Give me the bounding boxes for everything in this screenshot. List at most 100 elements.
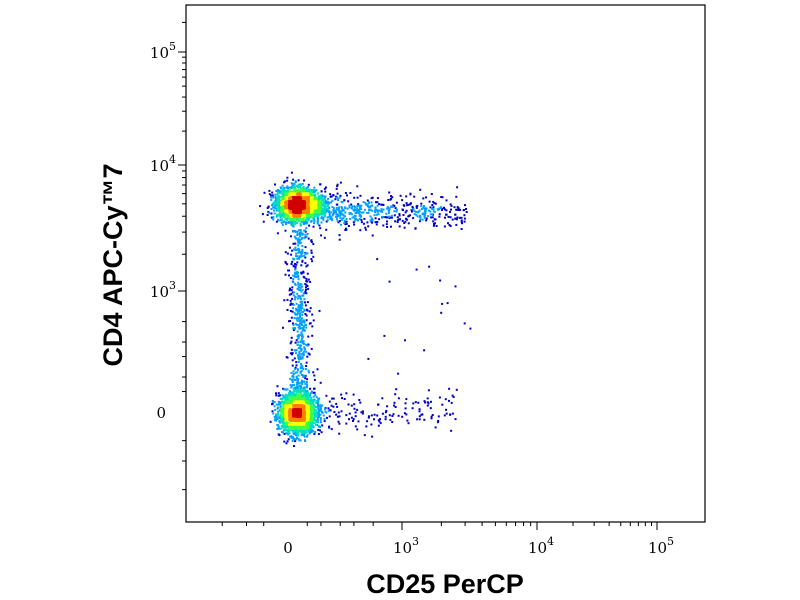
event-dot (311, 419, 314, 422)
event-dot (318, 201, 321, 204)
event-dot (299, 255, 302, 258)
event-dot (292, 329, 295, 332)
event-dot (410, 209, 413, 212)
event-dot (296, 230, 299, 233)
event-dot (379, 210, 382, 213)
event-dot (295, 433, 298, 435)
event-dot (460, 228, 463, 230)
event-dot (302, 326, 305, 329)
event-dot (354, 211, 357, 214)
event-dot (299, 389, 302, 391)
event-dot (313, 391, 316, 394)
event-dot (305, 265, 308, 268)
event-dot (295, 217, 298, 220)
event-dot (317, 403, 320, 406)
event-dot (406, 218, 409, 221)
event-dot (300, 370, 303, 372)
event-dot (304, 291, 307, 294)
event-dot (281, 400, 283, 403)
event-dot (316, 424, 319, 426)
event-dot (289, 303, 292, 306)
event-dot (327, 201, 330, 204)
event-dot (299, 229, 302, 232)
event-dot (359, 229, 362, 232)
event-dot (311, 407, 314, 410)
event-dot (281, 422, 284, 425)
event-dot (315, 412, 318, 415)
event-dot (299, 287, 302, 289)
event-dot (301, 340, 304, 343)
event-dot (386, 226, 389, 228)
event-dot (352, 420, 354, 422)
event-dot (311, 406, 314, 409)
event-dot (301, 422, 304, 425)
event-dot (322, 204, 324, 207)
event-dot (289, 342, 292, 345)
event-dot (284, 229, 287, 232)
event-dot (310, 206, 313, 209)
event-dot (303, 380, 306, 383)
event-dot (300, 418, 302, 421)
event-dot (369, 208, 372, 211)
event-dot (306, 344, 309, 347)
event-dot (329, 217, 332, 220)
event-dot (413, 210, 416, 213)
event-dot (398, 218, 401, 221)
event-dot (336, 185, 339, 188)
event-dot (429, 206, 432, 209)
event-dot (278, 400, 280, 403)
event-dot (313, 387, 316, 390)
event-dot (294, 322, 297, 325)
event-dot (270, 216, 273, 219)
event-dot (306, 408, 309, 410)
event-dot (310, 220, 312, 223)
event-dot (290, 213, 292, 215)
event-dot (274, 200, 277, 202)
event-dot (316, 221, 319, 224)
event-dot (299, 284, 301, 287)
event-dot (313, 374, 316, 377)
event-dot (291, 310, 294, 313)
event-dot (296, 248, 299, 251)
event-dot (286, 309, 289, 311)
event-dot (311, 416, 314, 419)
event-dot (320, 196, 323, 198)
event-dot (281, 421, 284, 424)
event-dot (353, 219, 356, 222)
event-dot (301, 355, 304, 358)
event-dot (418, 220, 421, 223)
event-dot (311, 215, 314, 218)
event-dot (293, 312, 296, 315)
event-dot (303, 194, 306, 197)
event-dot (426, 404, 429, 407)
event-dot (292, 374, 295, 377)
event-dot (376, 221, 379, 223)
event-dot (306, 434, 309, 437)
event-dot (311, 402, 314, 405)
event-dot (290, 348, 293, 351)
event-dot (341, 200, 344, 203)
event-dot (296, 316, 299, 319)
event-dot (305, 365, 308, 367)
event-dot (304, 390, 307, 393)
event-dot (295, 398, 298, 401)
event-dot (289, 310, 292, 312)
event-dot (283, 208, 286, 211)
event-dot (303, 215, 306, 217)
event-dot (425, 196, 427, 199)
event-dot (303, 276, 306, 279)
event-dot (284, 218, 287, 221)
event-dot (386, 220, 388, 223)
event-dot (357, 420, 360, 423)
event-dot (300, 215, 303, 218)
event-dot (306, 355, 309, 358)
event-dot (318, 207, 321, 210)
event-dot (331, 199, 334, 202)
event-dot (304, 290, 307, 293)
event-dot (295, 364, 298, 367)
event-dot (310, 258, 313, 260)
event-dot (429, 213, 432, 216)
event-dot (321, 404, 324, 407)
event-dot (266, 214, 269, 216)
event-dot (427, 389, 430, 392)
